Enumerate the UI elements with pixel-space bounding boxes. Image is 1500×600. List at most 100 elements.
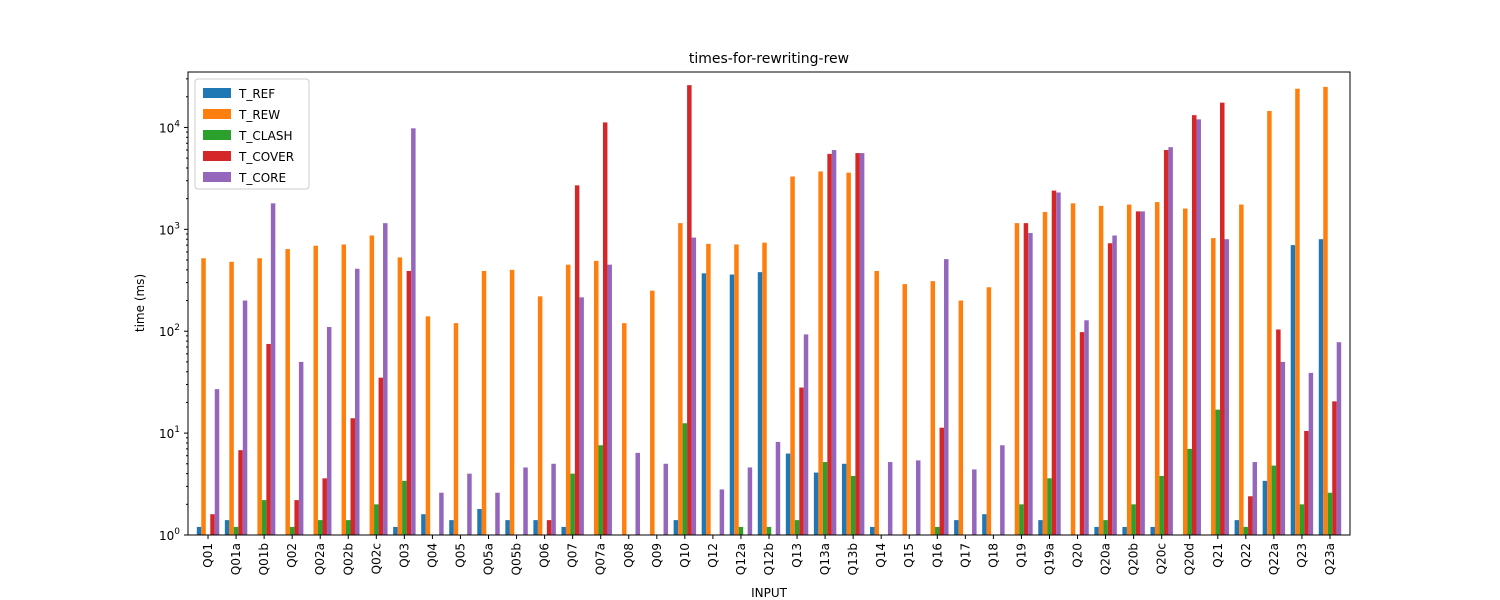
bar-t-clash-q01b — [261, 500, 267, 535]
bar-t-ref-q03 — [393, 526, 398, 535]
x-tick-label-q05b: Q05b — [510, 543, 524, 575]
bar-t-cover-q02a — [322, 478, 327, 535]
bar-t-ref-q13a — [813, 472, 819, 535]
x-tick-label-q01b: Q01b — [257, 543, 271, 575]
x-tick-label-q05: Q05 — [453, 543, 467, 568]
bar-t-rew-q05b — [509, 269, 515, 535]
bar-t-rew-q09 — [650, 290, 655, 535]
bar-t-core-q20d — [1196, 119, 1201, 536]
bar-t-core-q13a — [831, 150, 837, 536]
bar-t-core-q22 — [1252, 462, 1258, 535]
bar-t-cover-q20c — [1163, 150, 1169, 536]
bar-t-clash-q12a — [738, 526, 744, 535]
bar-t-rew-q05a — [481, 270, 487, 535]
bar-t-rew-q05 — [453, 323, 459, 535]
bar-t-rew-q12a — [734, 244, 739, 536]
bar-t-ref-q23a — [1318, 239, 1324, 535]
x-tick-label-q20: Q20 — [1071, 543, 1085, 568]
legend-swatch-t-ref — [203, 88, 231, 98]
bar-t-core-q02 — [298, 361, 304, 535]
y-axis-label: time (ms) — [133, 274, 147, 332]
bar-t-ref-q19a — [1038, 520, 1043, 535]
y-tick-base: 10 — [159, 529, 174, 543]
legend-swatch-t-rew — [203, 109, 231, 119]
bar-t-cover-q22a — [1276, 329, 1281, 535]
bar-t-rew-q20a — [1098, 205, 1104, 535]
legend-label-t-core: T_CORE — [238, 171, 286, 185]
bar-t-rew-q22 — [1239, 204, 1244, 535]
bar-t-clash-q20c — [1159, 475, 1164, 535]
bar-t-clash-q19 — [1019, 504, 1024, 535]
legend-label-t-rew: T_REW — [238, 108, 280, 122]
chart-title: times-for-rewriting-rew — [689, 51, 849, 67]
bar-t-rew-q21 — [1211, 238, 1216, 536]
bar-t-core-q20a — [1112, 235, 1117, 536]
bar-t-ref-q10 — [673, 520, 679, 535]
y-tick-base: 10 — [159, 325, 174, 339]
bar-t-rew-q06 — [537, 296, 543, 535]
bar-t-cover-q01 — [210, 514, 215, 535]
bar-t-ref-q23 — [1290, 245, 1296, 536]
bar-t-core-q12 — [719, 489, 725, 535]
bar-t-cover-q13b — [855, 153, 860, 535]
x-tick-label-q13a: Q13a — [818, 543, 832, 575]
bar-t-ref-q05 — [449, 520, 454, 535]
bar-t-rew-q13a — [818, 171, 823, 535]
bar-t-rew-q20b — [1126, 204, 1132, 535]
bar-t-rew-q18 — [986, 287, 992, 535]
bar-t-rew-q01b — [257, 258, 262, 535]
bar-t-ref-q12a — [729, 274, 735, 535]
bar-t-core-q23a — [1336, 342, 1342, 535]
bar-t-clash-q22a — [1271, 465, 1277, 535]
bar-t-core-q21 — [1224, 239, 1229, 535]
x-tick-label-q19: Q19 — [1014, 543, 1028, 568]
x-tick-label-q12: Q12 — [706, 543, 720, 568]
bar-t-core-q23 — [1308, 372, 1314, 535]
y-tick-label: 103 — [159, 221, 180, 237]
bar-t-core-q13b — [859, 153, 865, 535]
x-tick-label-q07a: Q07a — [594, 543, 608, 575]
bar-t-cover-q01b — [266, 343, 271, 535]
x-tick-label-q01: Q01 — [201, 543, 215, 568]
legend-label-t-ref: T_REF — [238, 87, 275, 101]
x-tick-label-q20c: Q20c — [1155, 543, 1169, 574]
bar-t-clash-q02b — [346, 520, 351, 535]
bar-t-rew-q07a — [593, 260, 599, 535]
bar-t-cover-q20 — [1079, 332, 1085, 535]
bar-t-rew-q10 — [678, 223, 683, 535]
bar-t-clash-q21 — [1215, 409, 1221, 535]
x-tick-label-q12a: Q12a — [734, 543, 748, 575]
bar-t-clash-q22 — [1243, 526, 1249, 535]
bar-t-core-q20c — [1168, 147, 1173, 535]
bar-t-clash-q12b — [766, 526, 772, 535]
x-tick-label-q23a: Q23a — [1323, 543, 1337, 575]
legend-swatch-t-cover — [203, 151, 231, 161]
x-tick-label-q19a: Q19a — [1042, 543, 1056, 575]
bar-t-core-q06 — [551, 463, 556, 535]
bar-t-ref-q05b — [505, 520, 510, 535]
y-tick-label: 100 — [159, 527, 180, 543]
bar-t-cover-q02c — [378, 377, 384, 535]
y-tick-exponent: 1 — [174, 425, 180, 435]
bar-t-clash-q19a — [1047, 478, 1052, 535]
bar-t-cover-q07a — [602, 122, 608, 536]
x-tick-label-q02a: Q02a — [313, 543, 327, 575]
y-tick-exponent: 4 — [174, 119, 180, 129]
bar-t-clash-q07 — [570, 473, 575, 535]
bar-t-cover-q02 — [294, 500, 299, 535]
bar-t-clash-q02 — [289, 526, 295, 535]
bar-t-core-q04 — [439, 492, 444, 535]
bar-t-cover-q13 — [799, 387, 804, 535]
bar-t-cover-q16 — [939, 427, 945, 535]
bar-t-core-q03 — [411, 128, 416, 535]
y-tick-base: 10 — [159, 121, 174, 135]
bar-t-ref-q13 — [785, 453, 791, 535]
bar-t-core-q14 — [887, 462, 893, 535]
x-tick-label-q01a: Q01a — [229, 543, 243, 575]
x-tick-label-q15: Q15 — [902, 543, 916, 568]
bar-t-core-q17 — [972, 469, 977, 535]
bar-t-core-q12b — [775, 441, 781, 535]
x-tick-label-q04: Q04 — [425, 543, 439, 568]
bar-t-ref-q17 — [954, 520, 959, 535]
